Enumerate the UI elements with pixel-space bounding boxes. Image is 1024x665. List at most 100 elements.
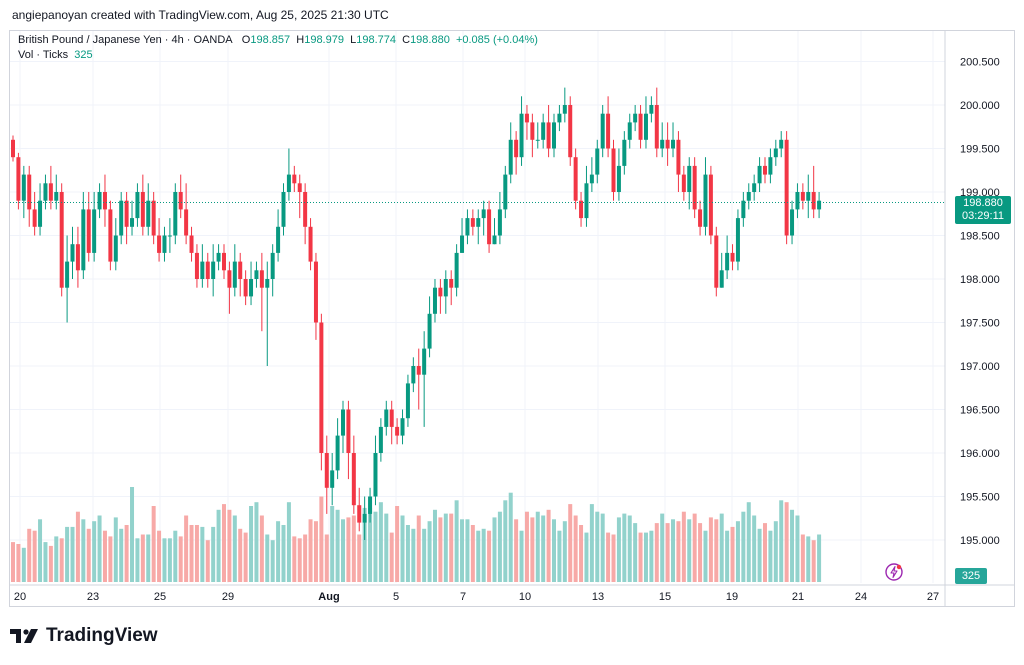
volume-bar [465,519,470,582]
candle-body [86,209,91,253]
candle-body [184,209,189,236]
candle-body [470,218,475,227]
candle-body [389,409,394,427]
volume-bar [189,525,194,582]
volume-bar [649,530,654,582]
volume-bar [438,517,443,582]
volume-bar [119,528,124,582]
candle-body [286,174,291,192]
candle-body [698,209,703,227]
candle-body [432,287,437,314]
volume-bar [703,530,708,582]
candle-body [638,113,643,140]
candle-body [281,192,286,227]
candle-body [411,366,416,384]
candle-body [465,218,470,236]
x-tick-label: 24 [855,591,867,603]
candle-body [292,174,297,184]
candle-body [140,192,145,227]
volume-bar [817,534,822,582]
volume-bar [54,536,59,582]
volume-bar [714,519,719,582]
volume-bar [427,521,432,582]
candle-body [487,209,492,245]
y-axis: 195.000 195.500 196.000 196.500 197.000 197.5… [10,31,1014,606]
volume-bar [378,502,383,582]
volume-bar [752,515,757,582]
x-tick-label: 5 [393,591,399,603]
volume-bar [508,492,513,582]
candle-body [189,235,194,253]
volume-bar [795,515,800,582]
tradingview-logo[interactable]: TradingView [10,625,158,647]
x-tick-label: 15 [659,591,671,603]
candle-body [476,218,481,227]
legend-symbol: British Pound / Japanese Yen · 4h · OAND… [18,34,233,46]
volume-bar [238,528,243,582]
volume-bar [503,500,508,582]
volume-bar [32,530,37,582]
volume-bar [579,525,584,582]
volume-bar [454,500,459,582]
footer: TradingView [0,615,1024,665]
candle-body [16,157,21,201]
candle-body [768,157,773,175]
y-tick-label: 197.000 [960,361,1000,373]
volume-bar [573,515,578,582]
candle-body [38,200,43,227]
volume-bar [216,509,221,582]
volume-bar [784,502,789,582]
candle-body [741,200,746,219]
volume-bar [38,519,43,582]
candle-body [102,192,107,210]
candle-body [422,348,427,375]
volume-bar [167,538,172,582]
candle-body [81,209,86,271]
candle-body [400,418,405,436]
volume-bar [286,502,291,582]
x-tick-label: 21 [792,591,804,603]
volume-bar [757,528,762,582]
volume-bar [627,515,632,582]
volume-bar [43,542,48,582]
candle-body [27,174,32,210]
candle-body [335,435,340,471]
candle-body [584,183,589,219]
y-tick-label: 196.000 [960,448,1000,460]
candle-body [481,209,486,219]
volume-bar [643,532,648,582]
candle-body [449,279,454,288]
candle-body [589,174,594,184]
candle-body [151,200,156,236]
candle-body [200,261,205,279]
tradingview-logo-text: TradingView [46,625,158,646]
volume-bar [16,544,21,582]
volume-bar [265,534,270,582]
volume-bar [449,513,454,582]
candle-body [535,139,540,141]
legend-open-value: 198.857 [250,34,291,46]
volume-bar [227,509,232,582]
legend-volume-label: Vol · Ticks [18,49,69,61]
candle-body [687,165,692,192]
chart[interactable]: 195.000 195.500 196.000 196.500 197.000 197.5… [0,0,1024,615]
volume-bar [432,509,437,582]
volume-bar [654,523,659,582]
candle-body [660,139,665,149]
candle-body [746,192,751,201]
candle-body [817,200,822,210]
candle-body [692,165,697,210]
candle-body [773,148,778,158]
volume-bar [243,532,248,582]
volume-bar [800,534,805,582]
alert-icon[interactable] [885,563,903,581]
candle-body [303,192,308,227]
candle-body [730,252,735,262]
candle-body [211,261,216,279]
candle-body [297,183,302,192]
volume-bar [741,511,746,582]
x-axis: 20 23 25 29 Aug 5 7 10 13 15 19 21 24 27 [14,591,939,603]
candle-body [806,192,811,201]
candle-body [351,453,356,506]
candle-body [654,105,659,149]
